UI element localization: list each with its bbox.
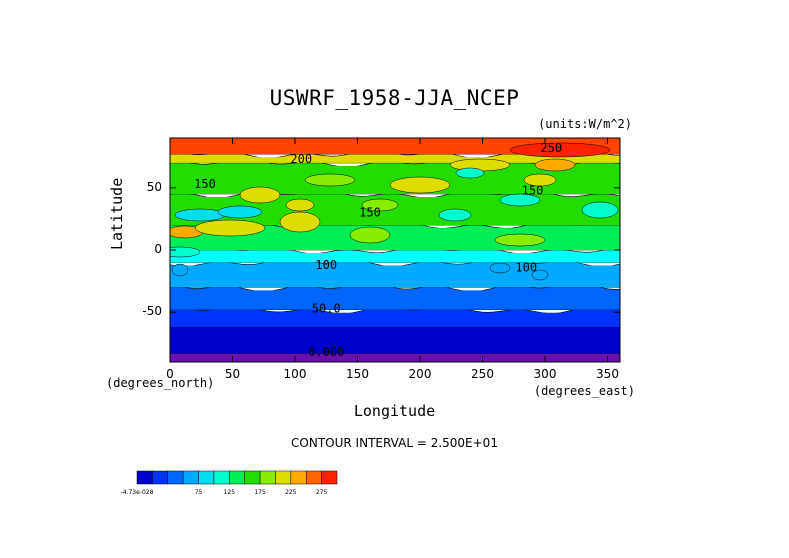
contour-interval: CONTOUR INTERVAL = 2.500E+01 [291, 436, 498, 450]
x-tick-label: 250 [471, 367, 494, 381]
contour-label: 0.000 [308, 345, 344, 359]
x-tick-label: 100 [283, 367, 307, 381]
chart-title: USWRF_1958-JJA_NCEP [269, 86, 520, 110]
contour-label: 50.0 [312, 301, 341, 315]
colorbar-swatch [136, 470, 153, 485]
colorbar-swatch [167, 470, 184, 485]
contour-patch [389, 176, 451, 194]
x-axis-label: Longitude [353, 402, 436, 420]
colorbar-swatch [244, 470, 261, 485]
contour-patch [489, 262, 511, 274]
contour-patch [449, 158, 511, 172]
colorbar-label: 175 [254, 489, 266, 496]
contour-patch [534, 158, 576, 172]
y-tick-label: 50 [146, 179, 162, 194]
contour-patch [438, 208, 472, 222]
contour-label: 150 [522, 183, 544, 197]
contour-patch [279, 211, 321, 233]
y-unit-label: (degrees_north) [106, 376, 215, 390]
lat-band-fill [170, 290, 620, 310]
contour-patch [349, 226, 391, 244]
colorbar-swatch [275, 470, 292, 485]
colorbar-label: 125 [223, 489, 236, 496]
contour-label: 150 [194, 177, 216, 191]
contour-patch [171, 263, 189, 277]
contour-patch [531, 269, 549, 281]
contour-patch [194, 219, 266, 237]
lat-band-fill [170, 253, 620, 263]
contour-label: 250 [540, 141, 562, 155]
lat-band-fill [170, 265, 620, 288]
y-tick-label: -50 [142, 304, 162, 319]
contour-patch [217, 205, 263, 219]
colorbar-label: -4.73e-028 [120, 489, 154, 496]
colorbar-swatch [305, 470, 322, 485]
contour-patch [170, 246, 201, 258]
lat-band-fill [170, 330, 620, 354]
contour-patch [523, 173, 557, 187]
colorbar-swatch [290, 470, 307, 485]
lat-band-fill [170, 356, 620, 362]
contour-patch [494, 233, 546, 247]
y-tick-label: 0 [154, 242, 162, 256]
contour-patch [499, 193, 541, 207]
lat-band-fill [170, 312, 620, 328]
colorbar-swatch [198, 470, 215, 485]
x-tick-label: 300 [533, 367, 557, 381]
contour-patch [239, 186, 281, 204]
contour-patch [304, 173, 356, 187]
x-tick-label: 50 [224, 367, 241, 381]
x-unit-label: (degrees_east) [533, 384, 635, 398]
contour-patch [285, 198, 315, 212]
contour-patch [174, 208, 226, 222]
contour-patch [509, 142, 611, 158]
colorbar-swatch [259, 470, 276, 485]
x-tick-label: 350 [596, 367, 619, 381]
colorbar-swatch [321, 470, 338, 485]
colorbar-swatch [229, 470, 245, 485]
x-tick-label: 200 [408, 367, 432, 381]
lat-band-fill [170, 141, 620, 155]
contour-patch [361, 198, 399, 212]
contour-label: 100 [315, 258, 337, 272]
colorbar-label: 275 [315, 489, 328, 496]
contour-label: 150 [359, 206, 381, 220]
contour-label: 100 [515, 260, 537, 274]
contour-patch [581, 201, 619, 219]
contour-patch [455, 167, 485, 179]
colorbar-swatch [152, 470, 169, 485]
colorbar-swatch [182, 470, 199, 485]
colorbar-label: 75 [194, 489, 203, 496]
x-tick-label: 0 [166, 367, 174, 381]
colorbar-swatch [213, 470, 230, 485]
units-label: (units:W/m^2) [538, 117, 632, 131]
x-tick-label: 150 [346, 367, 369, 381]
contour-label: 200 [290, 152, 312, 166]
colorbar-label: 225 [285, 489, 297, 496]
lat-band-fill [170, 157, 620, 163]
